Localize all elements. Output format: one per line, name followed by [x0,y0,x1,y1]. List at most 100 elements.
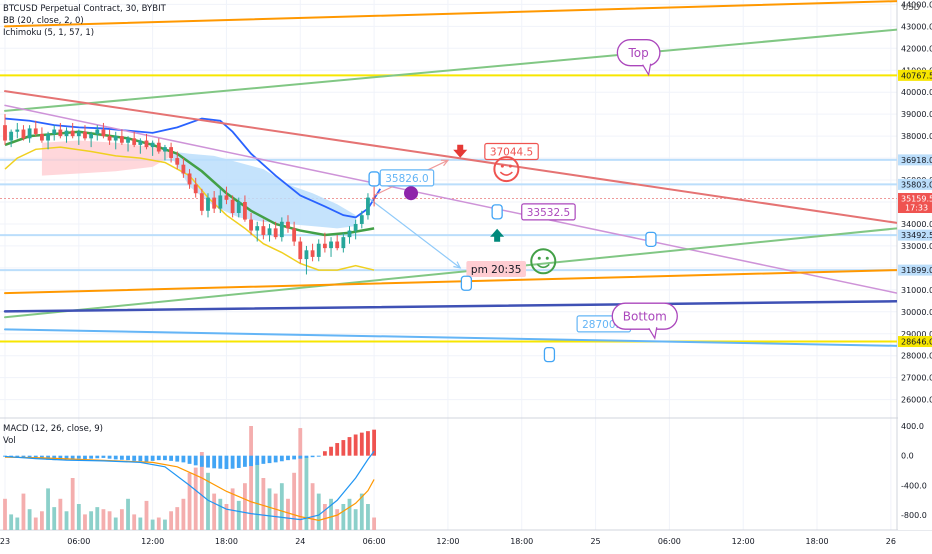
price-tick-label: 28000.0 [901,352,932,361]
candle-body [236,202,241,213]
callout-tail [648,327,658,340]
price-badge [898,336,932,348]
pointing-hand-icon [543,346,556,363]
candle-body [304,250,309,260]
macd-histogram-bar [366,431,370,456]
price-badge-label: 31899.0 [901,266,932,275]
macd-histogram-bar [206,455,210,468]
vol-legend-label: Vol [3,436,16,446]
volume-bar [52,507,57,530]
candle-body [119,136,124,143]
volume-bar [107,511,112,530]
volume-bar [89,511,94,530]
macd-legend-label: MACD (12, 26, close, 9) [3,424,103,434]
currency-label[interactable]: USD [902,3,920,13]
volume-bar [144,500,149,530]
macd-histogram-bar [347,437,352,456]
volume-bar [156,517,161,530]
macd-histogram-bar [181,455,186,463]
symbol-legend[interactable]: BTCUSD Perpetual Contract, 30, BYBIT [3,3,166,15]
candle-body [113,136,118,141]
volume-bar [187,472,192,530]
trend-line [4,104,897,294]
grid-layer [0,0,932,531]
macd-histogram-bar [261,455,266,464]
callout-text: Bottom [623,310,667,324]
smiley-red-icon-eye [500,164,504,168]
pointing-hand-icon [460,275,473,291]
ichimoku-legend[interactable]: Ichimoku (5, 1, 57, 1) [3,27,94,39]
time-tick-label: 23 [0,537,10,546]
volume-bar [261,478,266,530]
volume-bar [329,498,333,530]
time-tick-label: 18:00 [215,537,238,546]
macd-histogram-bar [3,455,7,457]
price-badge-label: 33492.5 [901,231,932,240]
candles-layer [3,114,377,275]
volume-bar [298,428,303,530]
price-tick-label: 42000.0 [901,44,932,53]
volume-bar [163,519,167,530]
volume-bar [359,493,364,530]
price-tick-label: 26000.0 [901,396,932,405]
volume-bar [58,498,63,530]
macd-line [4,450,375,521]
volume-bar [21,493,26,530]
candle-body [27,128,32,139]
candle-body [132,138,137,145]
price-tick-label: 30000.0 [901,308,932,317]
time-tick-label: 24 [295,537,305,546]
pointing-hand-icon [491,204,503,220]
macd-histogram-bar [292,455,297,460]
vol-legend[interactable]: Vol [3,435,16,447]
candle-body [138,140,143,145]
smiley-green-icon [530,248,557,275]
volume-bar [316,493,321,530]
candle-body [163,147,167,152]
macd-histogram-bar [372,429,377,456]
green-up-arrow-icon [490,228,505,242]
annotation-box [466,260,526,277]
time-tick-label: 12:00 [732,537,755,546]
volume-bar [181,498,186,530]
macd-tick-label: 0.0 [901,452,914,461]
candle-body [279,221,284,238]
volume-bar [230,488,235,530]
macd-histogram-bar [230,455,235,469]
price-tick-label: 44000.0 [901,0,932,9]
bb-legend[interactable]: BB (20, close, 2, 0) [3,15,84,27]
candle-body [261,226,266,235]
candle-body [126,138,130,143]
trend-line [4,269,897,295]
candle-body [359,215,364,224]
time-tick-label: 18:00 [510,537,533,546]
price-badge [898,193,932,214]
candle-body [21,129,26,139]
macd-legend[interactable]: MACD (12, 26, close, 9) [3,423,103,435]
trend-line [4,0,897,28]
volume-bar [9,514,14,530]
trend-lines-layer [3,0,897,347]
volume-bar [292,472,297,530]
candle-body [273,228,278,238]
volume-bar [255,462,260,530]
volume-bar [101,509,106,530]
macd-histogram-bar [138,455,143,462]
volume-bar [236,500,241,530]
candle-body [310,250,315,257]
macd-histogram-bar [322,451,327,456]
macd-histogram-bar [212,455,217,469]
price-badge-label: 36918.0 [901,156,932,165]
price-badge [898,264,932,276]
macd-histogram-bar [119,455,124,460]
time-tick-label: 06:00 [658,537,681,546]
candle-body [83,131,87,139]
smiley-green-icon-eye [545,256,549,260]
macd-histogram-bar [15,455,20,458]
volume-bar [243,483,247,530]
candle-body [181,164,186,174]
smiley-green-icon-eye [537,256,541,260]
price-tick-label: 29000.0 [901,330,932,339]
